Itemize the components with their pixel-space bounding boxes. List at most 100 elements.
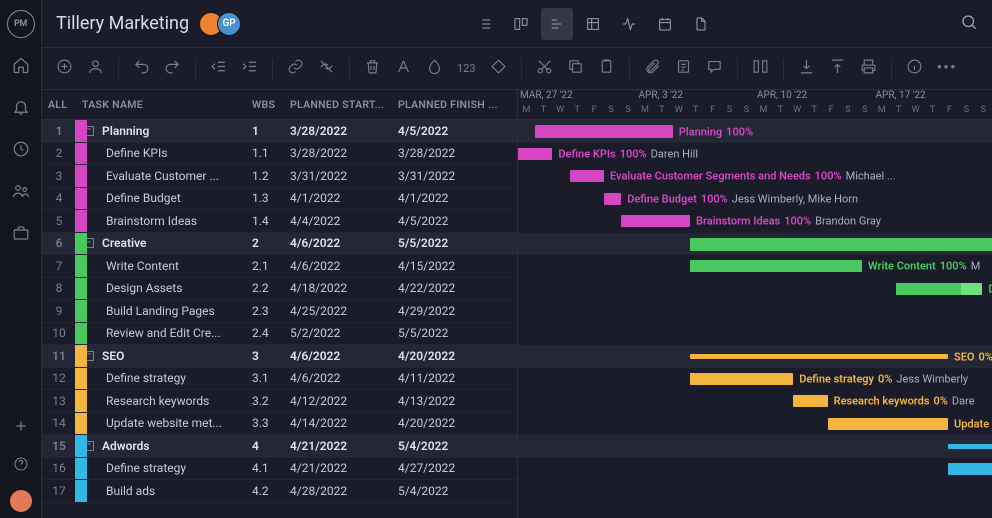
gantt-bar[interactable]: Evaluate Customer Segments and Needs 100… [570, 170, 604, 182]
gantt-bar[interactable]: SEO 0% [690, 354, 948, 359]
briefcase-icon[interactable] [12, 224, 30, 246]
task-row[interactable]: 5Brainstorm Ideas1.44/4/20224/5/2022 [42, 210, 517, 233]
add-task-icon[interactable] [56, 58, 73, 79]
row-finish: 4/29/2022 [392, 304, 517, 318]
col-name[interactable]: TASK NAME [76, 98, 246, 111]
task-row[interactable]: 6−Creative24/6/20225/5/2022 [42, 233, 517, 256]
left-rail: PM [0, 0, 42, 518]
numbering-label[interactable]: 123 [457, 62, 476, 75]
delete-icon[interactable] [364, 58, 381, 79]
team-icon[interactable] [12, 182, 30, 204]
row-id: 3 [42, 169, 76, 183]
gantt-bar[interactable] [690, 238, 992, 251]
col-wbs[interactable]: WBS [246, 98, 284, 111]
link-icon[interactable] [287, 58, 304, 79]
more-icon[interactable]: ••• [937, 60, 957, 77]
col-finish[interactable]: PLANNED FINISH ... [392, 98, 517, 111]
gantt-bar[interactable] [948, 444, 992, 449]
gantt-bar[interactable]: Define KPIs 100%Daren Hill [518, 148, 552, 160]
row-start: 3/28/2022 [284, 146, 392, 160]
view-files-icon[interactable] [685, 8, 717, 40]
gantt-bar[interactable]: Write Content 100%M [690, 260, 862, 272]
row-name: Define KPIs [76, 146, 246, 160]
milestone-icon[interactable] [490, 58, 507, 79]
copy-icon[interactable] [567, 58, 584, 79]
task-row[interactable]: 7Write Content2.14/6/20224/15/2022 [42, 255, 517, 278]
comment-icon[interactable] [706, 58, 723, 79]
gantt-bar[interactable]: Define strategy 0%Jess Wimberly [690, 373, 793, 385]
gantt-bar-label: Evaluate Customer Segments and Needs 100… [604, 170, 896, 183]
gantt-bar[interactable]: Research keywords 0%Dare [793, 395, 827, 407]
add-icon[interactable] [13, 418, 29, 438]
gantt-bar[interactable]: Planning 100% [535, 125, 673, 138]
gantt-bar[interactable]: Brainstorm Ideas 100%Brandon Gray [621, 215, 690, 227]
task-row[interactable]: 4Define Budget1.34/1/20224/1/2022 [42, 188, 517, 211]
task-row[interactable]: 9Build Landing Pages2.34/25/20224/29/202… [42, 300, 517, 323]
gantt-bar[interactable] [948, 463, 992, 475]
task-row[interactable]: 11−SEO34/6/20224/20/2022 [42, 345, 517, 368]
col-start[interactable]: PLANNED START... [284, 98, 392, 111]
task-row[interactable]: 17Build ads4.24/28/20225/4/2022 [42, 480, 517, 503]
col-all[interactable]: ALL [42, 98, 76, 111]
view-calendar-icon[interactable] [649, 8, 681, 40]
search-icon[interactable] [960, 13, 978, 35]
view-gantt-icon[interactable] [541, 8, 573, 40]
day-label: S [721, 105, 738, 120]
assign-icon[interactable] [87, 58, 104, 79]
columns-icon[interactable] [752, 58, 769, 79]
task-row[interactable]: 8Design Assets2.24/18/20224/22/2022 [42, 278, 517, 301]
task-row[interactable]: 12Define strategy3.14/6/20224/11/2022 [42, 368, 517, 391]
task-row[interactable]: 15−Adwords44/21/20225/4/2022 [42, 435, 517, 458]
row-start: 4/6/2022 [284, 371, 392, 385]
row-wbs: 1.4 [246, 214, 284, 228]
gantt-bar[interactable]: Update [828, 418, 948, 430]
user-avatar[interactable] [10, 490, 32, 512]
task-row[interactable]: 10Review and Edit Cre...2.45/2/20225/5/2… [42, 323, 517, 346]
view-activity-icon[interactable] [613, 8, 645, 40]
row-finish: 5/4/2022 [392, 439, 517, 453]
format-icon[interactable] [395, 58, 412, 79]
task-row[interactable]: 13Research keywords3.24/12/20224/13/2022 [42, 390, 517, 413]
row-start: 4/6/2022 [284, 259, 392, 273]
info-icon[interactable] [906, 58, 923, 79]
task-row[interactable]: 1−Planning13/28/20224/5/2022 [42, 120, 517, 143]
avatar[interactable]: GP [217, 12, 241, 36]
color-icon[interactable] [426, 58, 443, 79]
gantt-chart[interactable]: MAR, 27 '22APR, 3 '22APR, 10 '22APR, 17 … [518, 90, 992, 518]
row-finish: 3/31/2022 [392, 169, 517, 183]
month-label: APR, 3 '22 [637, 90, 756, 105]
notes-icon[interactable] [675, 58, 692, 79]
row-start: 3/31/2022 [284, 169, 392, 183]
row-wbs: 2.4 [246, 326, 284, 340]
view-list-icon[interactable] [469, 8, 501, 40]
avatar-stack[interactable]: GP [199, 12, 235, 36]
gantt-bar-label: Update [948, 417, 989, 430]
print-icon[interactable] [860, 58, 877, 79]
view-sheet-icon[interactable] [577, 8, 609, 40]
clock-icon[interactable] [12, 140, 30, 162]
import-icon[interactable] [798, 58, 815, 79]
project-title: Tillery Marketing [56, 13, 189, 34]
task-row[interactable]: 14Update website met...3.34/14/20224/20/… [42, 413, 517, 436]
view-board-icon[interactable] [505, 8, 537, 40]
app-logo[interactable]: PM [7, 10, 35, 38]
row-name: −Adwords [76, 439, 246, 453]
unlink-icon[interactable] [318, 58, 335, 79]
gantt-bar[interactable]: D [896, 283, 982, 295]
task-row[interactable]: 3Evaluate Customer ...1.23/31/20223/31/2… [42, 165, 517, 188]
export-icon[interactable] [829, 58, 846, 79]
indent-icon[interactable] [241, 58, 258, 79]
home-icon[interactable] [12, 56, 30, 78]
help-icon[interactable] [13, 456, 29, 476]
paste-icon[interactable] [598, 58, 615, 79]
task-row[interactable]: 2Define KPIs1.13/28/20223/28/2022 [42, 143, 517, 166]
attach-icon[interactable] [644, 58, 661, 79]
bell-icon[interactable] [12, 98, 30, 120]
cut-icon[interactable] [536, 58, 553, 79]
outdent-icon[interactable] [210, 58, 227, 79]
task-row[interactable]: 16Define strategy4.14/21/20224/27/2022 [42, 458, 517, 481]
gantt-bar[interactable]: Define Budget 100%Jess Wimberly, Mike Ho… [604, 193, 621, 205]
day-label: S [603, 105, 620, 120]
undo-icon[interactable] [133, 58, 150, 79]
redo-icon[interactable] [164, 58, 181, 79]
